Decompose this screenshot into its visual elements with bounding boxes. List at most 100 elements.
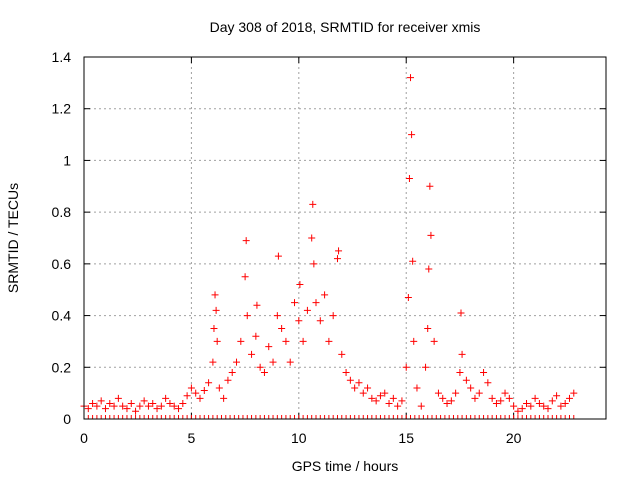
data-point	[274, 252, 282, 260]
data-point	[544, 405, 552, 413]
data-point	[209, 358, 217, 366]
data-point	[192, 389, 200, 397]
data-point	[434, 389, 442, 397]
data-point	[269, 358, 277, 366]
y-tick-label: 1	[63, 152, 71, 168]
data-point	[308, 234, 316, 242]
data-point	[220, 394, 228, 402]
data-point	[475, 389, 483, 397]
data-point	[443, 399, 451, 407]
data-point	[531, 394, 539, 402]
data-point	[253, 301, 261, 309]
data-point	[376, 392, 384, 400]
data-point	[426, 182, 434, 190]
data-point	[351, 384, 359, 392]
data-point	[553, 392, 561, 400]
data-point	[518, 405, 526, 413]
data-point	[153, 405, 161, 413]
data-point	[409, 257, 417, 265]
data-point	[312, 299, 320, 307]
data-point	[364, 384, 372, 392]
data-point	[501, 389, 509, 397]
y-tick-label: 1.2	[52, 101, 72, 117]
data-point	[215, 384, 223, 392]
data-point	[505, 394, 513, 402]
data-point	[196, 394, 204, 402]
data-point	[166, 399, 174, 407]
data-point	[329, 312, 337, 320]
data-point	[119, 402, 127, 410]
data-point	[243, 312, 251, 320]
data-point	[170, 402, 178, 410]
data-point	[291, 299, 299, 307]
tick-labels: 0 5 10 15 20 0 0.2 0.4 0.6 0.8 1 1.2 1.4	[52, 49, 522, 446]
data-point	[523, 399, 531, 407]
data-point	[106, 399, 114, 407]
data-point	[527, 402, 535, 410]
data-point	[252, 332, 260, 340]
data-point	[342, 368, 350, 376]
data-point	[224, 376, 232, 384]
data-point	[256, 363, 264, 371]
data-point	[295, 317, 303, 325]
data-point	[282, 337, 290, 345]
data-point	[286, 358, 294, 366]
x-tick-label: 5	[188, 430, 196, 446]
data-point	[338, 350, 346, 358]
y-tick-label: 0.2	[52, 359, 72, 375]
data-point	[136, 402, 144, 410]
data-point	[335, 247, 343, 255]
data-point	[408, 131, 416, 139]
data-point	[398, 397, 406, 405]
data-point	[296, 281, 304, 289]
data-point	[212, 306, 220, 314]
data-point	[405, 175, 413, 183]
data-point	[84, 405, 92, 413]
data-point	[233, 358, 241, 366]
data-point	[114, 394, 122, 402]
data-point	[200, 387, 208, 395]
data-point	[394, 402, 402, 410]
data-point	[488, 394, 496, 402]
data-point	[140, 397, 148, 405]
x-axis-label: GPS time / hours	[292, 458, 399, 474]
data-point	[467, 384, 475, 392]
data-point	[299, 337, 307, 345]
data-point	[458, 350, 466, 358]
data-point	[368, 394, 376, 402]
data-point	[213, 337, 221, 345]
data-point	[101, 405, 109, 413]
x-tick-label: 15	[398, 430, 414, 446]
data-point	[359, 389, 367, 397]
data-point	[425, 265, 433, 273]
data-point	[278, 325, 286, 332]
data-point	[402, 363, 410, 371]
data-point	[510, 402, 518, 410]
data-point	[565, 394, 573, 402]
data-point	[355, 379, 363, 387]
data-point	[548, 397, 556, 405]
y-tick-label: 1.4	[52, 49, 72, 65]
data-point	[417, 402, 425, 410]
data-point	[93, 402, 101, 410]
data-point	[175, 405, 183, 413]
data-point	[540, 402, 548, 410]
data-point	[310, 260, 318, 268]
data-point	[492, 399, 500, 407]
data-point	[187, 384, 195, 392]
data-point	[497, 397, 505, 405]
data-point	[179, 399, 187, 407]
y-tick-label: 0	[63, 411, 71, 427]
data-point	[149, 399, 157, 407]
plot-frame	[83, 56, 607, 420]
data-point	[484, 379, 492, 387]
data-point	[325, 337, 333, 345]
data-point	[211, 291, 219, 299]
data-point	[471, 394, 479, 402]
data-point	[439, 394, 447, 402]
data-point	[462, 376, 470, 384]
x-tick-label: 20	[506, 430, 522, 446]
data-point	[228, 368, 236, 376]
data-point	[273, 312, 281, 320]
